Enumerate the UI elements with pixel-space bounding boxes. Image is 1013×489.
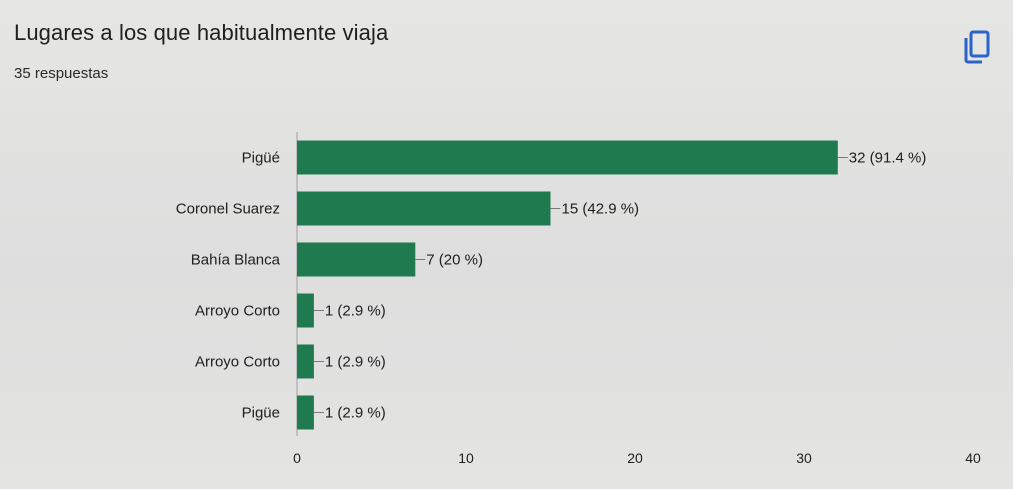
bar (297, 191, 551, 226)
x-tick-label: 30 (796, 450, 812, 466)
category-label: Coronel Suarez (176, 201, 280, 218)
category-label: Arroyo Corto (195, 354, 280, 371)
bar (297, 395, 314, 430)
data-label: 1 (2.9 %) (325, 303, 386, 320)
chart-title: Lugares a los que habitualmente viaja (14, 20, 389, 45)
data-label: 32 (91.4 %) (849, 150, 927, 167)
x-tick-label: 0 (293, 450, 301, 466)
bar (297, 344, 314, 379)
x-tick-label: 10 (458, 450, 474, 466)
data-label: 1 (2.9 %) (325, 405, 386, 422)
bar (297, 293, 314, 328)
copy-icon[interactable] (962, 28, 996, 66)
category-label: Pigüe (242, 405, 280, 422)
x-tick-label: 40 (965, 450, 981, 466)
data-label: 15 (42.9 %) (562, 201, 640, 218)
category-label: Bahía Blanca (191, 252, 281, 269)
category-label: Pigüé (242, 150, 280, 167)
x-tick-label: 20 (627, 450, 643, 466)
bar (297, 242, 416, 277)
bar (297, 140, 838, 175)
data-label: 1 (2.9 %) (325, 354, 386, 371)
response-count: 35 respuestas (14, 65, 109, 82)
data-label: 7 (20 %) (426, 252, 483, 269)
category-label: Arroyo Corto (195, 303, 280, 320)
